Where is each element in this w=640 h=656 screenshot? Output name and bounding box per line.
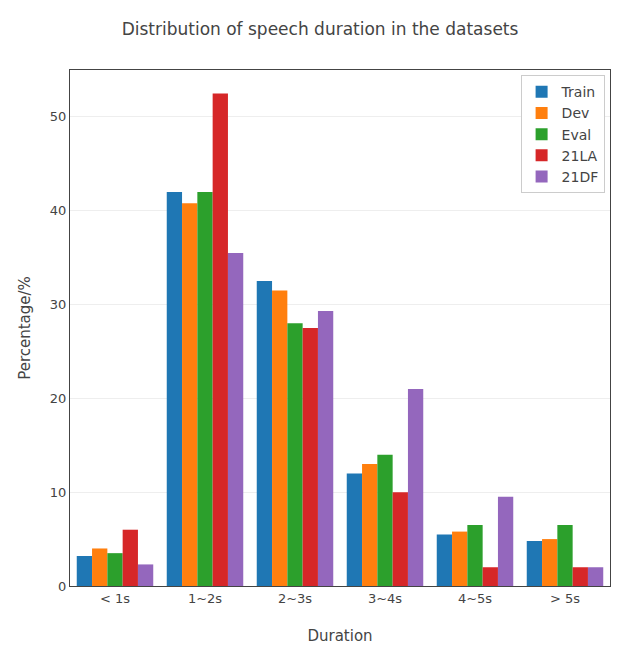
svg-text:0: 0 bbox=[58, 579, 66, 594]
svg-text:21DF: 21DF bbox=[562, 169, 599, 185]
svg-text:1~2s: 1~2s bbox=[188, 591, 222, 606]
svg-text:< 1s: < 1s bbox=[100, 591, 130, 606]
svg-text:Dev: Dev bbox=[562, 105, 590, 121]
svg-text:Duration: Duration bbox=[307, 627, 372, 645]
svg-text:40: 40 bbox=[50, 203, 67, 218]
svg-text:30: 30 bbox=[50, 297, 67, 312]
svg-text:50: 50 bbox=[50, 109, 67, 124]
svg-text:20: 20 bbox=[50, 391, 67, 406]
svg-text:3~4s: 3~4s bbox=[368, 591, 402, 606]
svg-text:> 5s: > 5s bbox=[550, 591, 580, 606]
svg-text:Eval: Eval bbox=[562, 127, 592, 143]
svg-text:4~5s: 4~5s bbox=[458, 591, 492, 606]
svg-text:Distribution of speech duratio: Distribution of speech duration in the d… bbox=[122, 19, 519, 39]
svg-text:10: 10 bbox=[50, 485, 67, 500]
svg-text:Train: Train bbox=[561, 84, 596, 100]
svg-text:2~3s: 2~3s bbox=[278, 591, 312, 606]
svg-text:Percentage/%: Percentage/% bbox=[16, 276, 34, 380]
svg-text:21LA: 21LA bbox=[562, 148, 598, 164]
